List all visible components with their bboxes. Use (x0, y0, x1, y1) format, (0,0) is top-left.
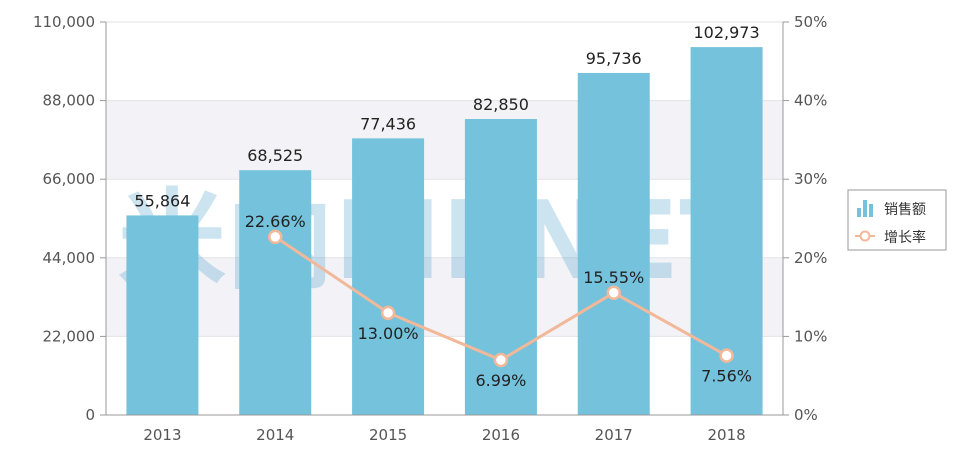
right-tick-label: 20% (794, 249, 827, 267)
right-tick-label: 0% (794, 406, 818, 424)
plot-band (106, 100, 783, 180)
left-tick-label: 88,000 (43, 92, 96, 110)
x-tick-label: 2013 (143, 426, 181, 444)
bar-value-label: 95,736 (586, 49, 642, 68)
left-tick-label: 110,000 (33, 13, 95, 31)
legend-label-growth: 增长率 (884, 229, 926, 246)
left-tick-label: 22,000 (43, 327, 96, 345)
watermark-text: 米内MENET (118, 179, 753, 304)
x-tick-label: 2017 (595, 426, 633, 444)
bar-2015 (352, 138, 425, 415)
watermark: 米内MENET (118, 179, 753, 304)
growth-point-2017 (606, 285, 621, 301)
right-tick-label: 30% (794, 170, 827, 188)
legend-line-icon (855, 230, 875, 242)
bar-value-label: 82,850 (473, 95, 529, 114)
left-axis-ticks: 0 22,000 44,000 66,000 88,000 110,000 (33, 13, 106, 424)
bar-2014 (239, 170, 312, 415)
bar-2013 (126, 215, 199, 415)
growth-value-label: 13.00% (358, 324, 419, 343)
bar-value-label: 77,436 (360, 114, 416, 133)
left-tick-label: 66,000 (43, 170, 96, 188)
x-tick-label: 2016 (482, 426, 520, 444)
growth-point-2016 (493, 352, 509, 368)
right-tick-label: 10% (794, 327, 827, 345)
growth-point-2015 (380, 305, 396, 321)
data-labels: 55,864 68,525 77,436 82,850 95,736 102,973 22.… (134, 23, 759, 390)
legend-label-sales: 销售额 (884, 202, 926, 218)
right-tick-label: 40% (794, 92, 827, 110)
bar-2017 (577, 72, 650, 416)
growth-point-2018 (719, 348, 734, 363)
growth-value-label: 22.66% (245, 212, 306, 231)
left-tick-label: 0 (85, 406, 95, 424)
legend: 销售额 增长率 (847, 189, 947, 251)
bar-value-label: 55,864 (134, 191, 190, 210)
x-axis-ticks: 2013 2014 2015 2016 2017 2018 (143, 426, 745, 444)
gridlines (106, 21, 783, 337)
growth-value-label: 15.55% (583, 268, 644, 287)
right-tick-label: 50% (794, 13, 827, 31)
growth-value-label: 6.99% (476, 371, 527, 390)
x-tick-label: 2018 (707, 426, 745, 444)
x-tick-label: 2015 (369, 426, 407, 444)
left-tick-label: 44,000 (43, 249, 96, 267)
bar-value-label: 68,525 (247, 146, 303, 165)
right-axis-ticks: 0% 10% 20% 30% 40% 50% (783, 13, 827, 424)
growth-value-label: 7.56% (701, 367, 752, 386)
plot-bands (106, 100, 783, 337)
legend-bar-icon (857, 200, 873, 217)
bar-series (126, 47, 763, 416)
bar-value-label: 102,973 (693, 23, 759, 42)
growth-point-2014 (268, 229, 283, 245)
axes (105, 22, 784, 416)
line-series (268, 229, 734, 368)
x-tick-label: 2014 (256, 426, 294, 444)
